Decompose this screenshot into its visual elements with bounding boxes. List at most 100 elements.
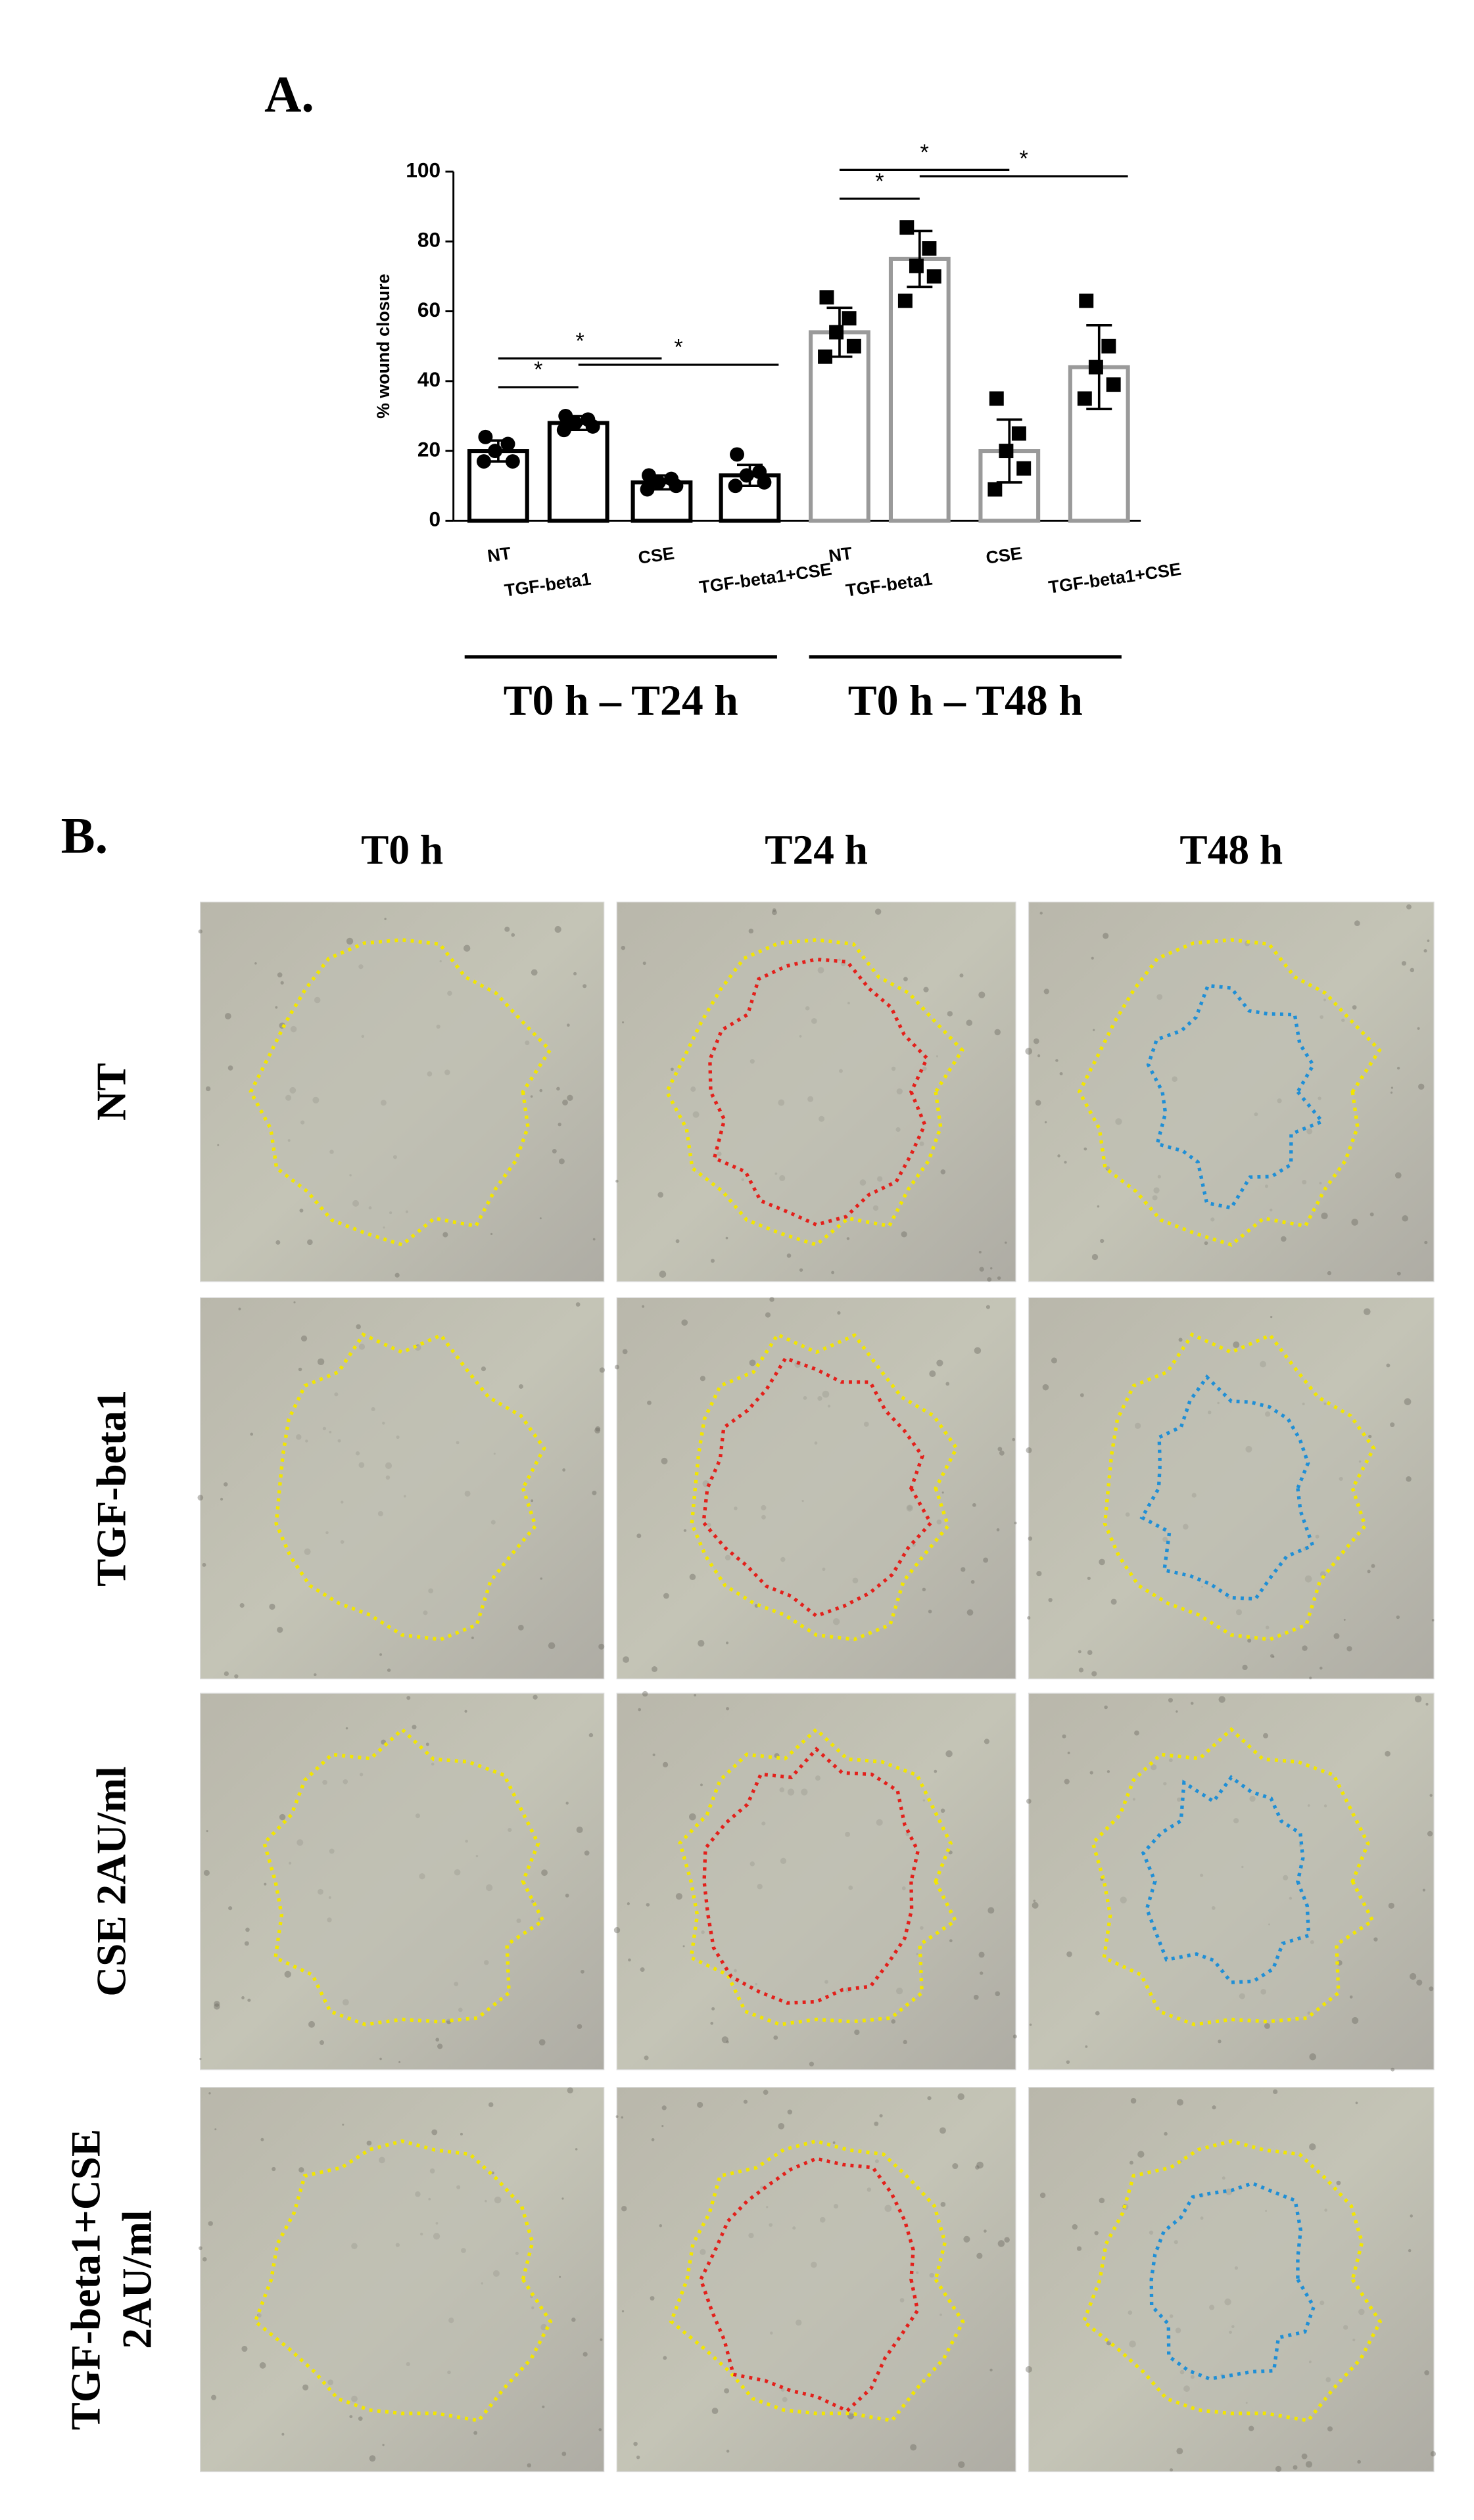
cell-speck — [1176, 2099, 1183, 2106]
cell-speck — [1242, 1664, 1248, 1670]
cell-speck — [854, 2029, 860, 2036]
row-label: CSE 2AU/ml — [88, 1766, 134, 1996]
cell-speck — [284, 1971, 291, 1978]
cell-speck — [1176, 1710, 1178, 1713]
cell-speck — [879, 2114, 883, 2118]
cell-speck — [220, 1497, 224, 1501]
cell-speck — [369, 2455, 376, 2462]
row-label: TGF-beta1+CSE 2AU/ml — [62, 2129, 160, 2431]
data-point — [922, 241, 937, 256]
cell-speck — [978, 1951, 985, 1958]
cell-speck — [228, 1906, 233, 1911]
cell-speck — [358, 2416, 363, 2421]
cell-speck — [356, 1324, 361, 1330]
cell-speck — [293, 1301, 296, 1303]
cell-speck — [970, 1579, 975, 1584]
cell-speck — [1371, 1564, 1375, 1568]
cell-speck — [600, 2338, 603, 2341]
cell-speck — [269, 1603, 275, 1610]
cell-speck — [983, 1557, 989, 1563]
cell-speck — [652, 1666, 657, 1672]
cell-speck — [1005, 1241, 1007, 1244]
cell-speck — [647, 1400, 652, 1405]
cell-speck — [966, 1019, 972, 1026]
cell-speck — [1037, 1054, 1041, 1058]
data-point — [728, 478, 743, 494]
cell-speck — [1401, 961, 1406, 966]
significance-mark: * — [920, 140, 928, 165]
wound-outline-t0 — [1103, 1332, 1376, 1642]
cell-speck — [1305, 2461, 1313, 2468]
cell-speck — [949, 1939, 953, 1943]
cell-speck — [837, 1311, 841, 1315]
cell-speck — [1067, 1752, 1070, 1754]
cell-speck — [598, 1643, 605, 1650]
cell-speck — [675, 1239, 680, 1244]
cell-speck — [1025, 1048, 1033, 1055]
cell-speck — [1391, 1086, 1394, 1089]
cell-speck — [1028, 1536, 1033, 1541]
x-tick-label: NT — [486, 543, 512, 566]
cell-speck — [1391, 2067, 1395, 2072]
cell-speck — [947, 1011, 953, 1017]
cell-speck — [961, 1567, 966, 1572]
cell-speck — [1078, 1650, 1082, 1654]
cell-speck — [1248, 2425, 1254, 2431]
cell-speck — [247, 1998, 251, 2002]
cell-speck — [978, 991, 986, 998]
data-point — [1016, 461, 1032, 476]
cell-speck — [941, 1491, 944, 1494]
cell-speck — [561, 2197, 564, 2200]
cell-speck — [809, 2061, 815, 2066]
cell-speck — [657, 1192, 663, 1198]
data-point — [999, 444, 1014, 459]
cell-speck — [208, 2092, 211, 2095]
cell-speck — [308, 2020, 316, 2028]
cell-speck — [621, 2310, 625, 2313]
cell-speck — [1272, 1656, 1275, 1658]
cell-speck — [1424, 2370, 1429, 2375]
cell-speck — [923, 987, 929, 992]
data-point — [989, 391, 1004, 406]
data-point — [500, 436, 515, 452]
cell-speck — [952, 2163, 959, 2170]
cell-speck — [588, 1733, 594, 1738]
data-point — [556, 423, 571, 438]
cell-speck — [966, 1609, 974, 1616]
cell-speck — [972, 1503, 976, 1507]
cell-speck — [1089, 1771, 1093, 1775]
cell-speck — [527, 2463, 531, 2468]
cell-speck — [1327, 2426, 1333, 2432]
cell-speck — [1004, 2237, 1010, 2243]
cell-speck — [640, 1967, 645, 1972]
cell-speck — [277, 972, 283, 978]
cell-speck — [531, 969, 538, 976]
cell-speck — [342, 2123, 345, 2126]
cell-speck — [584, 1850, 590, 1856]
cell-speck — [202, 1562, 206, 1567]
y-axis-title: % wound closure — [373, 274, 393, 419]
cell-speck — [1417, 1027, 1420, 1030]
cell-speck — [1036, 1571, 1042, 1577]
cell-speck — [901, 1231, 907, 1238]
cell-speck — [224, 1482, 228, 1487]
wound-outline-t24 — [708, 957, 930, 1227]
cell-speck — [662, 1762, 669, 1767]
cell-speck — [910, 2444, 917, 2451]
cell-speck — [412, 1725, 417, 1730]
wound-outline-t0 — [274, 1332, 546, 1642]
y-tick-label: 60 — [417, 298, 440, 321]
cell-speck — [698, 1640, 705, 1647]
cell-speck — [198, 929, 202, 934]
cell-speck — [379, 2057, 382, 2061]
cell-speck — [1408, 2249, 1412, 2252]
cell-speck — [1281, 1236, 1287, 1242]
cell-speck — [552, 1149, 557, 1154]
cell-speck — [697, 2101, 703, 2108]
cell-speck — [345, 1727, 348, 1730]
row-label-line: 2AU/ml — [114, 2210, 160, 2349]
cell-speck — [556, 1086, 560, 1091]
cell-speck — [979, 1267, 984, 1272]
cell-speck — [1137, 2151, 1145, 2158]
cell-speck — [558, 1123, 561, 1127]
